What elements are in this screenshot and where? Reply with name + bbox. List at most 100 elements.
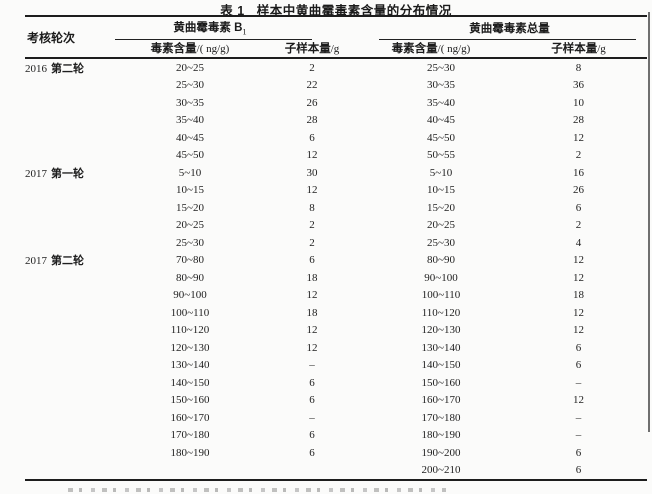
b1-toxin-range-cell: 25~30: [176, 79, 204, 92]
col-header-total-subsample: 子样本量/g: [551, 43, 606, 55]
b1-toxin-range-cell: 25~30: [176, 236, 204, 249]
b1-subsample-cell: [252, 462, 372, 481]
table-row: 110~120 12 120~130 12: [25, 322, 647, 340]
total-toxin-range-cell: 100~110: [421, 289, 461, 302]
round-cell: [25, 182, 128, 200]
b1-toxin-range-cell: 30~35: [176, 96, 204, 109]
b1-toxin-range-cell: 35~40: [176, 114, 204, 127]
round-cell: [25, 462, 128, 481]
col-header-assessment-round: 考核轮次: [27, 30, 76, 45]
group1-underline: [115, 39, 312, 41]
round-cell: [25, 77, 128, 95]
b1-subsample-cell: 12: [306, 341, 318, 354]
total-subsample-cell: 6: [575, 341, 582, 354]
b1-subsample-cell: 6: [309, 394, 315, 407]
round-cell: [25, 94, 128, 112]
table-header: 考核轮次 黄曲霉毒素 B1 黄曲霉毒素总量 毒素含量/( ng/g) 子样本量/…: [25, 16, 647, 58]
total-toxin-range-cell: 90~100: [424, 271, 458, 284]
round-cell: 2016 第二轮: [25, 58, 128, 77]
total-toxin-range-cell: 5~10: [429, 166, 453, 179]
b1-toxin-range-cell: 20~25: [176, 219, 204, 232]
total-toxin-range-cell: 30~35: [427, 79, 455, 92]
total-subsample-unit: /g: [597, 43, 606, 55]
table-row: 100~110 18 110~120 12: [25, 304, 647, 322]
round-cell: [25, 234, 128, 252]
b1-subsample-cell: 2: [309, 61, 315, 74]
b1-toxin-range-cell: 120~130: [170, 341, 210, 354]
b1-toxin-range-cell: 150~160: [170, 394, 210, 407]
total-subsample-cell: 4: [575, 236, 582, 249]
b1-subsample-cell: 2: [309, 236, 315, 249]
table-row: 90~100 12 100~110 18: [25, 287, 647, 305]
round-cell: [25, 112, 128, 130]
b1-subsample-unit: /g: [330, 43, 340, 55]
sub-header-row: 毒素含量/( ng/g) 子样本量/g 毒素含量/( ng/g) 子样本量/g: [25, 39, 647, 58]
table-row: 140~150 6 150~160 –: [25, 374, 647, 392]
total-subsample-cell: –: [575, 376, 582, 389]
total-toxin-range-cell: 180~190: [421, 429, 461, 442]
total-subsample-cell: 6: [575, 359, 582, 372]
round-cell: [25, 217, 128, 235]
total-subsample-cell: 10: [573, 96, 584, 109]
round-cell: [25, 129, 128, 147]
total-toxin-range-cell: 20~25: [427, 219, 455, 232]
table-row: 130~140 – 140~150 6: [25, 357, 647, 375]
total-toxin-range-cell: 25~30: [427, 61, 455, 74]
table-row: 120~130 12 130~140 6: [25, 339, 647, 357]
b1-subsample-cell: 12: [306, 324, 318, 337]
round-cell: [25, 357, 128, 375]
group-header-aflatoxin-total: 黄曲霉毒素总量: [372, 16, 647, 39]
table-row: 25~30 22 30~35 36: [25, 77, 647, 95]
round-cell: 2017 第一轮: [25, 164, 128, 182]
round-year: 2017: [25, 167, 47, 180]
total-subsample-cell: 12: [573, 324, 584, 337]
round-cell: [25, 269, 128, 287]
total-subsample-cell: 26: [573, 184, 584, 197]
b1-toxin-range-cell: 140~150: [170, 376, 210, 389]
total-toxin-range-cell: 140~150: [421, 359, 461, 372]
b1-toxin-range-cell: 130~140: [170, 359, 210, 372]
table-body: 2016 第二轮 20~25 2 25~30 8 25~30 22 30~35 3…: [25, 58, 647, 480]
page-edge-line: [648, 12, 650, 432]
total-subsample-cell: 12: [573, 131, 584, 144]
total-subsample-cell: 18: [573, 289, 584, 302]
total-subsample-cell: 28: [573, 114, 584, 127]
total-toxin-range-cell: 40~45: [427, 114, 455, 127]
b1-subsample-cell: 6: [309, 376, 315, 389]
b1-toxin-range-cell: 180~190: [170, 446, 210, 459]
total-toxin-range-cell: 25~30: [427, 236, 455, 249]
total-content-unit: /( ng/g): [437, 43, 471, 55]
total-subsample-cell: 12: [573, 394, 584, 407]
b1-subsample-cell: 30: [306, 166, 318, 179]
total-toxin-range-cell: 10~15: [427, 184, 455, 197]
table-row: 2016 第二轮 20~25 2 25~30 8: [25, 58, 647, 77]
table-row: 200~210 6: [25, 462, 647, 481]
b1-subsample-cell: 12: [306, 289, 318, 302]
total-toxin-range-cell: 190~200: [421, 446, 461, 459]
b1-toxin-range-cell: 40~45: [176, 131, 204, 144]
b1-toxin-range-cell: 20~25: [176, 61, 204, 74]
total-subsample-cell: 6: [575, 446, 582, 459]
b1-subsample-cell: 6: [309, 446, 315, 459]
total-subsample-cell: 2: [575, 219, 582, 232]
total-subsample-cell: 8: [575, 61, 582, 74]
total-subsample-cell: 2: [575, 149, 582, 162]
b1-subsample-cell: 18: [306, 271, 318, 284]
round-cell: 2017 第二轮: [25, 252, 128, 270]
round-cell: [25, 287, 128, 305]
round-cell: [25, 392, 128, 410]
table-row: 25~30 2 25~30 4: [25, 234, 647, 252]
b1-toxin-range-cell: 45~50: [176, 149, 204, 162]
b1-toxin-range-cell: 100~110: [170, 306, 210, 319]
round-cell: [25, 304, 128, 322]
total-toxin-range-cell: 130~140: [421, 341, 461, 354]
total-toxin-range-cell: 120~130: [421, 324, 461, 337]
total-toxin-range-cell: 80~90: [427, 254, 455, 267]
aflatoxin-distribution-table: 考核轮次 黄曲霉毒素 B1 黄曲霉毒素总量 毒素含量/( ng/g) 子样本量/…: [25, 15, 647, 481]
table-title: 表 1 样本中黄曲霉毒素含量的分布情况: [25, 0, 647, 18]
table-row: 40~45 6 45~50 12: [25, 129, 647, 147]
total-toxin-range-cell: 45~50: [427, 131, 455, 144]
cropped-text-remnant: [68, 488, 446, 492]
table-caption: 样本中黄曲霉毒素含量的分布情况: [256, 4, 452, 18]
b1-subsample-cell: 12: [306, 184, 318, 197]
